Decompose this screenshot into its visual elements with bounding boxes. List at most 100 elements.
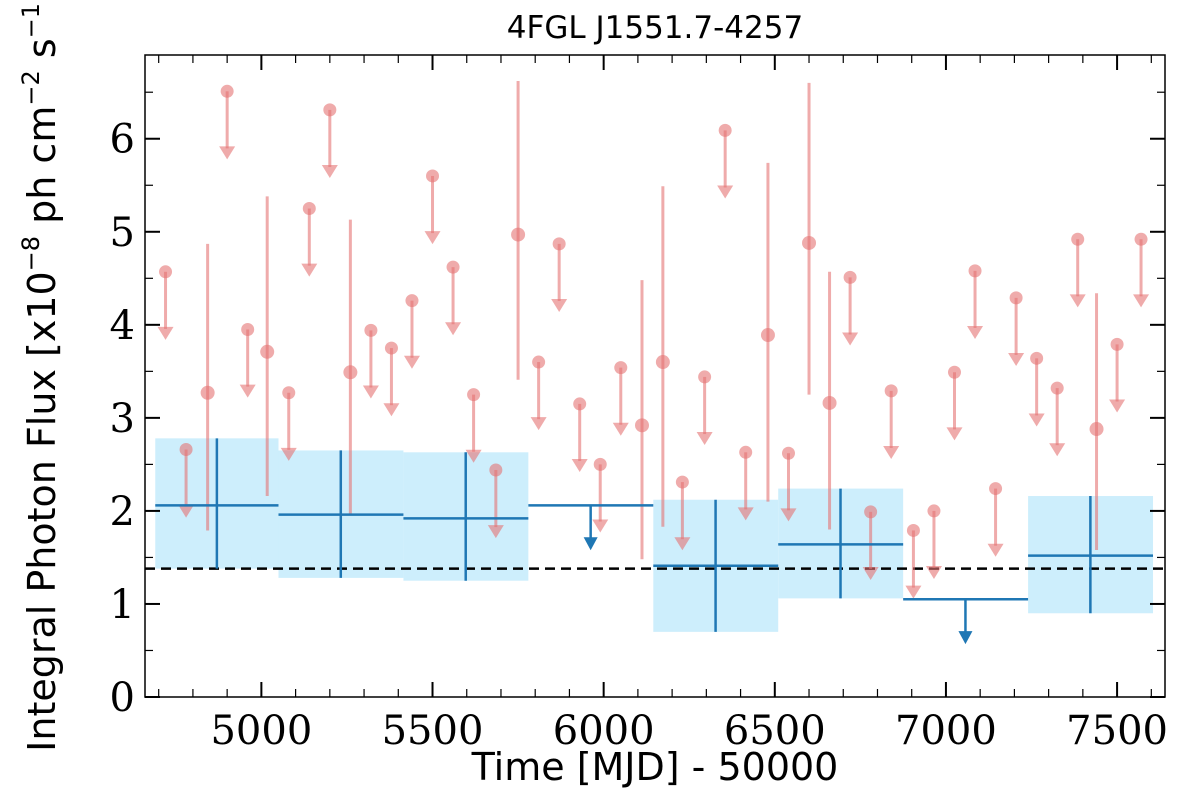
short-bin-point xyxy=(760,328,775,343)
short-bin-upper-limit-point xyxy=(947,365,961,379)
short-bin-upper-limit-arrowhead xyxy=(674,537,691,551)
short-bin-point xyxy=(655,355,670,370)
short-bin-upper-limit-arrowhead xyxy=(780,508,797,522)
plot-frame xyxy=(144,54,1166,698)
short-bin-point xyxy=(1089,422,1104,437)
short-bin-upper-limit-arrowhead xyxy=(530,417,547,431)
y-tick-label: 1 xyxy=(110,582,135,628)
short-bin-upper-limit-point xyxy=(968,264,982,278)
short-bin-upper-limit-point xyxy=(532,355,546,369)
short-bin-upper-limit-point xyxy=(323,103,337,117)
short-bin-point xyxy=(260,344,275,359)
short-bin-upper-limit-arrowhead xyxy=(905,585,922,599)
short-bin-upper-limit-point xyxy=(302,202,316,216)
short-bin-upper-limit-arrowhead xyxy=(445,322,462,336)
short-bin-upper-limit-point xyxy=(467,388,481,402)
x-tick-label: 6500 xyxy=(724,708,826,754)
short-bin-upper-limit-point xyxy=(405,294,419,308)
short-bin-upper-limit-arrowhead xyxy=(280,447,297,461)
plot-area xyxy=(145,81,1165,645)
short-bin-upper-limit-arrowhead xyxy=(362,385,379,399)
short-bin-upper-limit-arrowhead xyxy=(925,566,942,580)
short-bin-upper-limit-point xyxy=(364,323,378,337)
short-bin-upper-limit-arrowhead xyxy=(737,507,754,521)
short-bin-upper-limit-arrowhead xyxy=(696,432,713,446)
short-bin-point xyxy=(343,365,358,380)
short-bin-upper-limit-arrowhead xyxy=(571,459,588,473)
short-bin-upper-limit-arrowhead xyxy=(321,165,338,179)
short-bin-point xyxy=(802,235,817,250)
short-bin-upper-limit-arrowhead xyxy=(465,449,482,463)
short-bin-upper-limit-point xyxy=(864,505,878,519)
short-bin-upper-limit-point xyxy=(1009,291,1023,305)
short-bin-upper-limit-arrowhead xyxy=(883,446,900,460)
x-tick-label: 7000 xyxy=(895,708,997,754)
short-bin-upper-limit-arrowhead xyxy=(862,566,879,580)
short-bin-upper-limit-point xyxy=(1050,381,1064,395)
short-bin-upper-limit-point xyxy=(384,341,398,355)
short-bin-upper-limit-point xyxy=(446,260,460,274)
short-bin-upper-limit-point xyxy=(1071,232,1085,246)
short-bin-upper-limit-point xyxy=(241,322,255,336)
y-tick-label: 0 xyxy=(110,675,135,721)
short-bin-upper-limit-arrowhead xyxy=(1028,413,1045,427)
short-bin-upper-limit-arrowhead xyxy=(383,403,400,417)
short-bin-upper-limit-arrowhead xyxy=(403,355,420,369)
short-bin-upper-limit-arrowhead xyxy=(592,519,609,533)
short-bin-upper-limit-point xyxy=(843,270,857,284)
short-bin-upper-limit-arrowhead xyxy=(612,422,629,436)
short-bin-upper-limit-point xyxy=(552,237,566,251)
short-bin-upper-limit-arrowhead xyxy=(178,504,195,518)
short-bin-upper-limit-arrowhead xyxy=(1133,294,1150,308)
short-bin-upper-limit-point xyxy=(179,443,193,457)
short-bin-upper-limit-point xyxy=(573,397,587,411)
long-bin-upper-limit-arrowhead xyxy=(583,537,598,551)
short-bin-upper-limit-point xyxy=(220,84,234,98)
y-tick-label: 6 xyxy=(110,117,135,163)
y-tick-label: 5 xyxy=(110,210,135,256)
short-bin-upper-limit-arrowhead xyxy=(946,427,963,441)
y-axis-label: Integral Photon Flux [x10−8 ph cm−2 s−1] xyxy=(17,0,64,752)
short-bin-upper-limit-point xyxy=(1110,337,1124,351)
short-bin-point xyxy=(200,385,215,400)
short-bin-upper-limit-point xyxy=(884,384,898,398)
short-bin-point xyxy=(511,227,526,242)
short-bin-upper-limit-point xyxy=(906,523,920,537)
short-bin-upper-limit-point xyxy=(698,370,712,384)
short-bin-upper-limit-arrowhead xyxy=(1109,399,1126,413)
axes: 5000 5500 6000 6500 7000 7500 0 1 2 3 4 5 6 xyxy=(110,54,1168,754)
short-bin-upper-limit-point xyxy=(1030,351,1044,365)
short-bin-upper-limit-point xyxy=(614,361,628,375)
short-bin-point xyxy=(822,395,837,410)
short-bin-upper-limit-point xyxy=(718,123,732,137)
short-bin-upper-limit-arrowhead xyxy=(424,231,441,245)
short-bin-upper-limit-point xyxy=(593,457,607,471)
short-bin-upper-limit-arrowhead xyxy=(551,299,568,313)
short-bin-upper-limit-arrowhead xyxy=(487,525,504,539)
y-tick-label: 3 xyxy=(110,396,135,442)
short-bin-upper-limit-arrowhead xyxy=(301,263,318,277)
x-tick-label: 6000 xyxy=(553,708,655,754)
short-bin-upper-limit-point xyxy=(781,446,795,460)
short-bin-upper-limit-point xyxy=(1134,232,1148,246)
short-bin-upper-limit-arrowhead xyxy=(219,146,236,160)
short-bin-upper-limit-point xyxy=(489,463,503,477)
short-bin-upper-limit-arrowhead xyxy=(157,326,174,340)
short-bin-upper-limit-arrowhead xyxy=(987,543,1004,557)
short-bin-upper-limit-arrowhead xyxy=(1008,352,1025,366)
y-tick-label: 4 xyxy=(110,303,135,349)
short-bin-upper-limit-arrowhead xyxy=(1069,294,1086,308)
short-bin-upper-limit-point xyxy=(159,265,173,279)
short-bin-upper-limit-arrowhead xyxy=(967,325,984,339)
short-bin-upper-limit-arrowhead xyxy=(842,332,859,346)
short-bin-upper-limit-point xyxy=(927,504,941,518)
long-bin-upper-limit-arrowhead xyxy=(958,631,973,645)
short-bin-upper-limit-point xyxy=(675,475,689,489)
chart-title: 4FGL J1551.7-4257 xyxy=(507,10,803,46)
short-bin-upper-limit-point xyxy=(426,169,440,183)
y-tick-label: 2 xyxy=(110,489,135,535)
short-bin-upper-limit-point xyxy=(739,445,753,459)
short-bin-point xyxy=(634,418,649,433)
short-bin-upper-limit-point xyxy=(989,482,1003,496)
